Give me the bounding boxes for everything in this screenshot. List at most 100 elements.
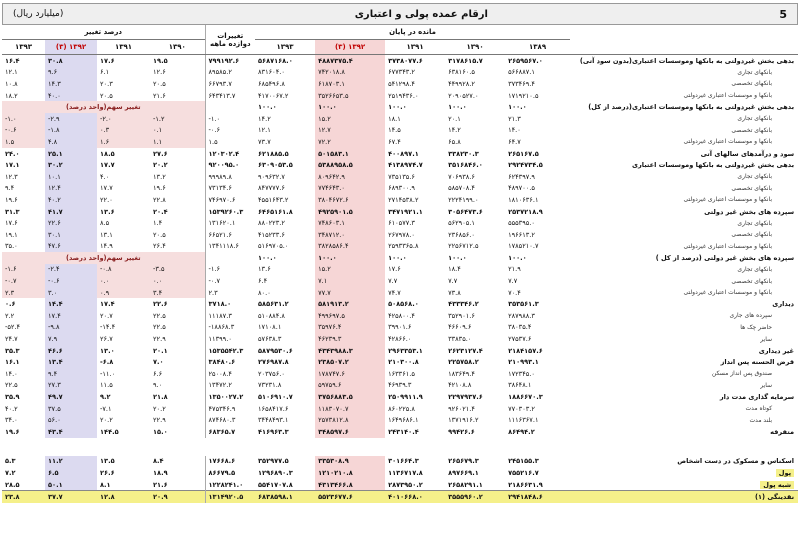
cell: ۶.۴ (258, 277, 268, 286)
cell: ۷.۰ (153, 358, 164, 367)
cell: ۲۰.۴ (153, 207, 168, 216)
cell: -۱.۲ (150, 112, 206, 125)
cell: ۳۷.۷ (45, 490, 98, 503)
cell: ۱۰۰.۰ (508, 103, 527, 112)
row-label: بدهی بخش غیردولتی به بانکها وموسسات اعتب… (588, 103, 795, 112)
cell: ۱۹.۶ (5, 427, 20, 436)
cell: ۴۰۱۰۶۶۸.۰ (385, 490, 446, 503)
cell: -۱.۶ (2, 263, 46, 276)
cell: -۱.۶ (204, 263, 256, 276)
cell: -۲.۰ (97, 112, 151, 125)
table-row: سایر ۳۸۶۴۸.۱ ۴۲۱۰۸.۸ ۴۶۹۳۹.۳ ۵۹۷۵۹.۶ ۷۳۲۳۱.۸ ۱… (2, 379, 798, 392)
label-header (570, 25, 799, 55)
group-header: تغییرات دوازده ماهه (204, 25, 256, 55)
cell: ۸۸۰۲۲۳.۲ (258, 219, 285, 228)
row-label: متفرقه (770, 427, 795, 436)
cell: ۱۳۷۱۹۱۶.۲ (448, 416, 479, 425)
cell: ۱۴.۰ (5, 369, 18, 378)
cell: ۲.۲ (5, 311, 15, 320)
cell: ۴۸۸۷۳۷۵.۴ (315, 54, 386, 67)
cell: ۲۰.۲ (153, 161, 168, 170)
cell: ۴۱۳۸۹۷۴.۷ (388, 161, 423, 170)
cell: ۱۷.۶ (388, 265, 401, 274)
row-label: بانکهای تخصصی (731, 277, 773, 285)
cell: ۱۵.۲ (315, 112, 386, 125)
cell: ۰.۰ (150, 275, 206, 287)
cell: ۶۴۶۵۱۶۱.۸ (258, 207, 293, 216)
cell: ۲۱۰۹۹۳.۱ (508, 358, 539, 367)
cell: -۰.۶ (204, 124, 256, 137)
cell: ۶۳۸۱۶۰.۵ (448, 68, 475, 77)
cell: ۲۶.۷ (100, 335, 113, 344)
cell: ۳۷۳۴۶۹.۴ (508, 79, 535, 88)
cell: ۴۷۵۳۴۶.۹ (204, 402, 256, 415)
cell: ۱۴.۵ (388, 126, 401, 135)
cell: ۲۸۷۳۹۵۰.۲ (388, 480, 423, 489)
table-row: بانکهای تخصصی ۳۷۳۴۶۹.۴ ۴۴۹۹۲۸.۲ ۵۴۱۲۹۸.۴ ۶۱۸… (2, 78, 798, 90)
row-label: دیداری (772, 300, 795, 309)
table-row: بانکها و موسسات اعتباری غیردولتی ۷۰.۴ ۷۳.۸… (2, 286, 798, 299)
cell: ۲۰.۷ (100, 311, 113, 320)
cell: ۴۷.۶ (45, 240, 98, 253)
cell: ۱۴.۴ (45, 298, 98, 311)
cell: ۲۹۲۴۷۳۴.۵ (508, 161, 543, 170)
cell: ۴۹۹۶۹۷.۵ (315, 310, 386, 322)
page-number: 5 (779, 7, 787, 21)
cell: ۵۶۸۷۱۶۸.۰ (258, 56, 293, 65)
cell: ۳۴۴۸۴۹۳.۱ (258, 416, 289, 425)
cell: ۲۰.۲ (100, 416, 113, 425)
cell: ۳۵۲۹۷۷.۵ (258, 457, 289, 466)
cell: ۰.۳ (97, 124, 151, 137)
cell: ۱۶۳۳۶۱.۵ (388, 369, 415, 378)
cell: ۷۳۱۳۴.۶ (204, 182, 256, 195)
cell: ۵۸۵۶۳۱.۲ (258, 300, 289, 309)
cell: ۰.۱ (150, 124, 206, 137)
year-header: ۱۳۹۱ (97, 39, 151, 55)
cell: ۳۵.۳ (5, 346, 20, 355)
cell: ۱.۵ (2, 136, 46, 148)
cell: -۱۴.۴ (100, 323, 116, 332)
cell: ۳۴۷۱۹۲۱.۱ (388, 207, 423, 216)
cell: ۱۲۲۸۲۴۱.۰ (204, 478, 256, 491)
cell: ۱۱۸۳۰۷۰.۷ (315, 402, 386, 415)
cell: ۱۷۸۵۲۱۰.۷ (508, 242, 539, 251)
cell: ۲۰.۵ (153, 230, 166, 239)
cell: ۲۶۵۱۶۷.۵ (508, 149, 539, 158)
cell: ۲۲.۵ (5, 381, 18, 390)
cell: ۱۴.۹ (100, 242, 113, 251)
cell: ۱۱۱۶۳۶۷.۱ (508, 416, 539, 425)
cell: ۷۹۹۱۹۲.۶ (204, 54, 256, 67)
year-header: ۱۳۹۲ (۳) (45, 39, 98, 55)
cell: ۴۱.۷ (45, 205, 98, 218)
table-row: نقدینگی (۱) ۲۹۴۱۸۴۸.۶ ۳۵۵۵۹۶۰.۲ ۴۰۱۰۶۶۸.۰ ۵۵… (2, 490, 799, 503)
cell: ۱۱.۲ (45, 455, 98, 468)
cell: ۲۰.۵ (153, 79, 166, 88)
header-row: مانده در پایان تغییرات دوازده ماهه درصد تغ… (2, 25, 799, 55)
cell: ۲۶.۶ (100, 468, 115, 477)
cell: ۶۸۵۴۹۶.۸ (258, 79, 285, 88)
table-row: سود و درآمدهای سالهای آتی ۲۶۵۱۶۷.۵ ۳۳۸۲۳۰.… (2, 147, 798, 160)
cell: ۷.۷ (388, 277, 398, 286)
cell: ۳۳۸۲۳۰.۳ (448, 149, 479, 158)
row-label: بلند مدت (749, 416, 773, 424)
cell: ۷۴۶۹۷۰.۶ (204, 194, 256, 206)
cell: ۸۶۴۹۴.۲ (508, 427, 535, 436)
cell: ۹۰۹۶۳۲.۷ (258, 172, 285, 181)
cell: ۱۳.۵ (100, 457, 115, 466)
cell: ۱۵.۲ (315, 263, 386, 276)
cell: ۲۰۹۰۵۲۷.۰ (448, 91, 479, 100)
cell: ۴۳.۴ (45, 426, 98, 438)
cell: ۷۳.۸ (448, 288, 461, 297)
cell: ۳۷۱۸.۰ (204, 298, 256, 311)
cell: ۲۵۱۹۴۳۶.۰ (388, 91, 419, 100)
cell: ۲۸.۵ (5, 480, 20, 489)
cell: ۴۰.۲ (45, 194, 98, 206)
cell: ۳۵۲۹۰۱.۶ (448, 311, 475, 320)
cell: ۱۳۱۶۲۰.۱ (204, 217, 256, 229)
cell: ۵۰۸۵۶۸.۰ (388, 300, 419, 309)
cell: ۱۳۴۱۱۱۸.۶ (204, 240, 256, 253)
cell: ۱۷.۶ (5, 219, 18, 228)
cell: ۲۲۵۷۵۸.۲ (448, 358, 479, 367)
cell: ۱۶.۴ (5, 56, 20, 65)
cell: ۲۵۳۷۲۱۸.۹ (508, 207, 543, 216)
